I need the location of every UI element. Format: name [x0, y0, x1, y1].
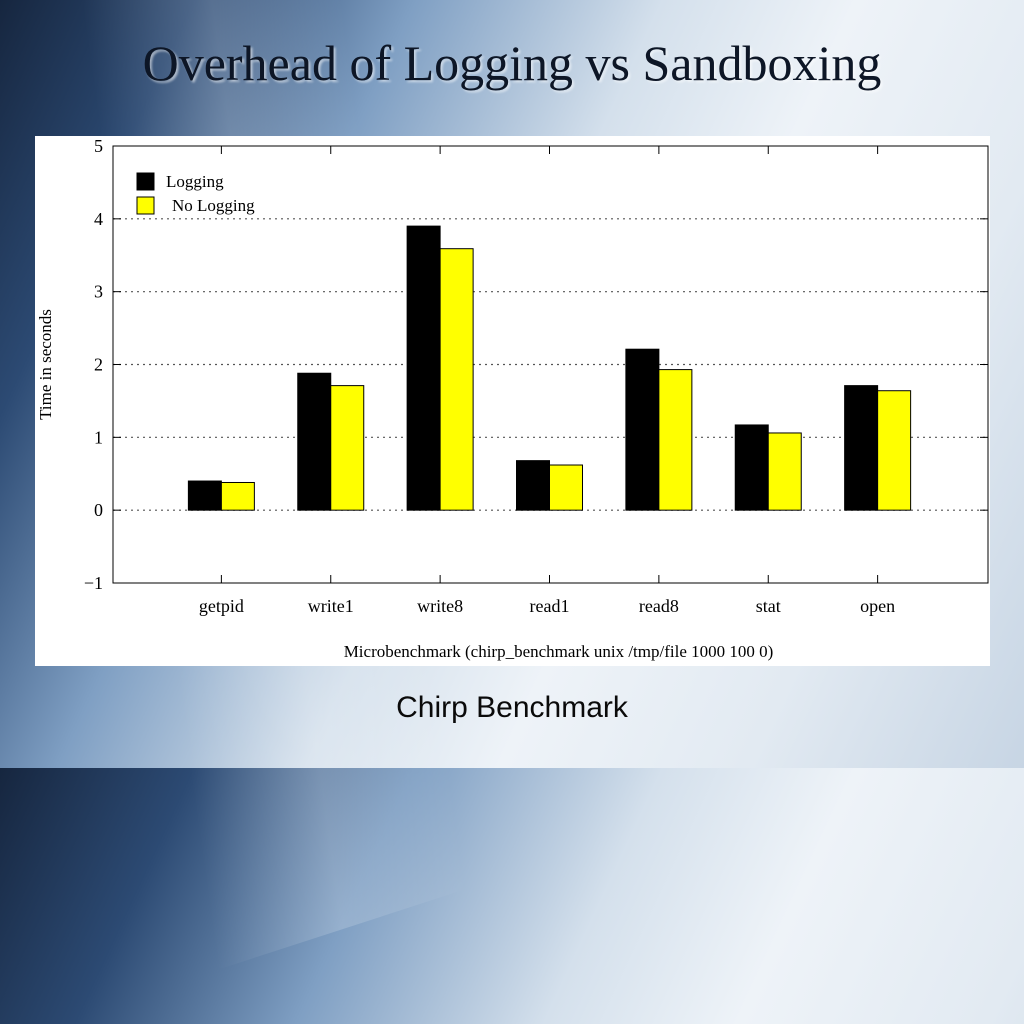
bar-logging-stat	[734, 424, 769, 511]
y-tick-label: 1	[94, 427, 103, 447]
x-axis-label: Microbenchmark (chirp_benchmark unix /tm…	[344, 642, 774, 661]
y-tick-label: 5	[94, 136, 103, 156]
x-tick-label: write1	[308, 596, 354, 616]
bar-chart: −1 0 1 2 3 4 5 getpid write1 write8 read1 read8 stat…	[36, 136, 989, 661]
x-tick-label: open	[860, 596, 895, 616]
y-tick-label: 0	[94, 500, 103, 520]
chart-panel: −1 0 1 2 3 4 5 getpid write1 write8 read1 read8 stat…	[35, 136, 990, 666]
bar-logging-read8	[625, 348, 660, 511]
y-tick-label: −1	[84, 573, 103, 593]
y-tick-label: 3	[94, 282, 103, 302]
x-tick-label: read1	[530, 596, 570, 616]
x-tick-label: getpid	[199, 596, 244, 616]
bar-no-logging-write8	[439, 248, 474, 511]
bar-no-logging-getpid	[220, 481, 255, 511]
bar-no-logging-stat	[767, 432, 802, 511]
legend-swatch-logging	[136, 172, 155, 191]
bar-logging-write1	[297, 372, 332, 511]
bar-logging-read1	[516, 460, 550, 511]
legend-swatch-no-logging	[136, 196, 155, 215]
y-tick-label: 2	[94, 355, 103, 375]
bar-no-logging-open	[877, 390, 912, 511]
axes: −1 0 1 2 3 4 5 getpid write1 write8 read1 read8 stat…	[84, 136, 989, 616]
legend: Logging No Logging	[136, 172, 255, 215]
bar-logging-write8	[406, 225, 441, 511]
slide-title: Overhead of Logging vs Sandboxing	[142, 35, 882, 91]
x-tick-label: write8	[417, 596, 463, 616]
legend-label: No Logging	[172, 196, 255, 215]
bars	[187, 225, 912, 511]
bar-logging-open	[844, 385, 879, 511]
bar-no-logging-write1	[330, 385, 365, 511]
y-tick-label: 4	[94, 209, 103, 229]
y-axis-label: Time in seconds	[36, 309, 55, 420]
bar-no-logging-read8	[658, 369, 693, 511]
legend-label: Logging	[166, 172, 224, 191]
slide-caption: Chirp Benchmark	[396, 691, 628, 724]
x-tick-label: stat	[756, 596, 781, 616]
bar-logging-getpid	[187, 480, 222, 511]
x-tick-label: read8	[639, 596, 679, 616]
grid-lines	[113, 218, 988, 511]
bar-no-logging-read1	[549, 464, 583, 511]
